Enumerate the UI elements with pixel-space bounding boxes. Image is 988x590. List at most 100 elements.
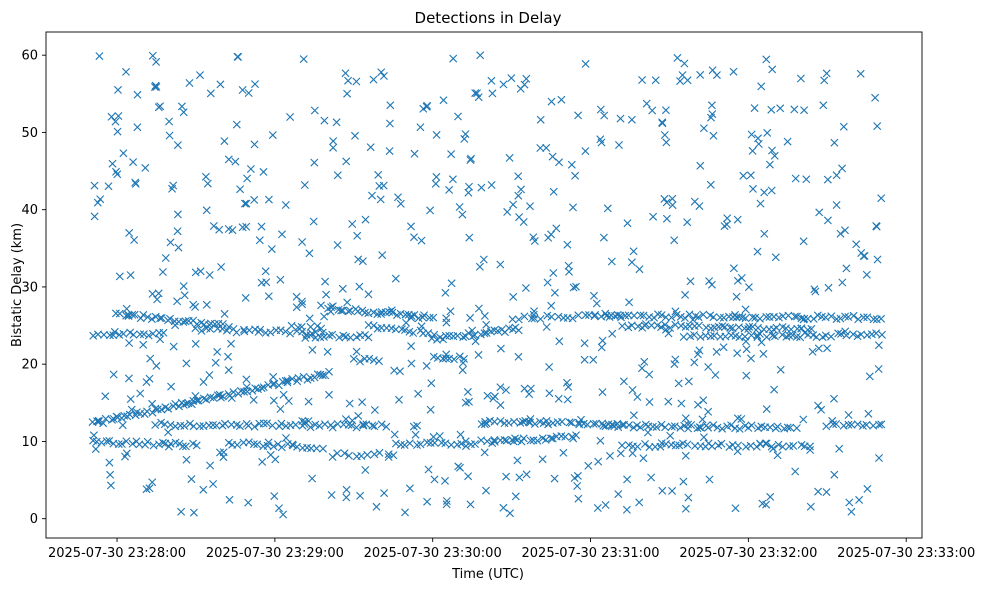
data-point (768, 146, 776, 155)
data-point (719, 313, 728, 322)
data-point (719, 343, 728, 352)
data-point (745, 322, 754, 331)
data-point (441, 476, 449, 485)
data-point (716, 313, 725, 322)
data-point (297, 322, 306, 331)
data-point (845, 498, 854, 507)
data-point (456, 430, 465, 439)
data-point (169, 342, 178, 351)
data-point (822, 69, 831, 78)
data-point (473, 89, 481, 98)
data-point (877, 314, 886, 323)
data-point (255, 236, 264, 245)
data-point (800, 106, 809, 115)
data-point (508, 315, 517, 324)
data-point (278, 230, 286, 239)
data-point (153, 295, 162, 304)
data-point (596, 105, 605, 114)
data-point (577, 415, 585, 424)
data-point (666, 431, 675, 440)
data-point (361, 331, 369, 339)
data-point (548, 152, 557, 161)
data-point (641, 320, 650, 329)
data-point (270, 492, 279, 501)
data-point (823, 344, 832, 353)
data-point (872, 329, 881, 338)
data-point (407, 312, 416, 320)
data-point (299, 372, 308, 381)
data-point (660, 131, 669, 139)
data-point (258, 457, 267, 466)
data-point (342, 157, 351, 166)
data-point (224, 322, 233, 331)
data-point (131, 179, 140, 188)
data-point (319, 444, 327, 453)
data-point (555, 158, 563, 167)
data-point (699, 124, 708, 133)
data-point (225, 495, 234, 504)
data-point (668, 201, 677, 210)
data-point (325, 390, 333, 399)
data-point (366, 143, 375, 152)
data-point (699, 433, 708, 442)
data-point (165, 131, 174, 140)
data-point (581, 311, 590, 320)
data-point (680, 314, 689, 322)
data-point (711, 371, 720, 379)
data-point (847, 507, 856, 516)
data-point (598, 336, 607, 345)
data-point (855, 495, 864, 504)
data-point (202, 300, 211, 309)
data-point (526, 202, 534, 211)
data-point (589, 355, 598, 364)
data-point (136, 330, 145, 339)
data-point (291, 420, 300, 429)
data-point (662, 214, 671, 223)
data-point (105, 436, 114, 445)
data-point (241, 293, 250, 302)
data-point (151, 421, 160, 429)
data-point (306, 331, 315, 340)
data-point (139, 330, 148, 339)
data-point (447, 150, 456, 159)
data-point (264, 438, 273, 447)
data-point (108, 159, 117, 168)
data-point (639, 454, 648, 463)
data-point (559, 448, 568, 457)
data-point (308, 345, 317, 354)
data-point (830, 138, 839, 147)
data-point (124, 311, 133, 319)
data-point (189, 422, 198, 431)
data-point (823, 175, 832, 184)
data-point (344, 451, 353, 460)
data-point (599, 421, 608, 430)
data-point (549, 187, 558, 196)
data-point (99, 419, 108, 428)
data-point (189, 508, 198, 517)
data-point (222, 326, 231, 335)
data-point (189, 300, 198, 309)
data-point (385, 147, 394, 156)
data-point (266, 328, 275, 337)
data-point (757, 82, 766, 91)
data-point (206, 89, 215, 98)
data-point (841, 327, 850, 336)
data-point (281, 201, 290, 209)
data-point (317, 324, 326, 333)
data-point (814, 487, 823, 496)
data-point (325, 367, 333, 376)
data-point (623, 219, 632, 228)
data-point (465, 233, 474, 242)
data-point (704, 439, 713, 448)
data-point (335, 333, 344, 342)
data-point (144, 331, 153, 340)
data-point (511, 492, 520, 501)
data-point (606, 451, 614, 460)
data-point (167, 382, 176, 391)
data-point (718, 424, 727, 433)
data-point (192, 441, 201, 450)
data-point (240, 387, 249, 396)
data-point (196, 71, 204, 80)
data-point (407, 222, 415, 231)
data-point (148, 408, 157, 417)
